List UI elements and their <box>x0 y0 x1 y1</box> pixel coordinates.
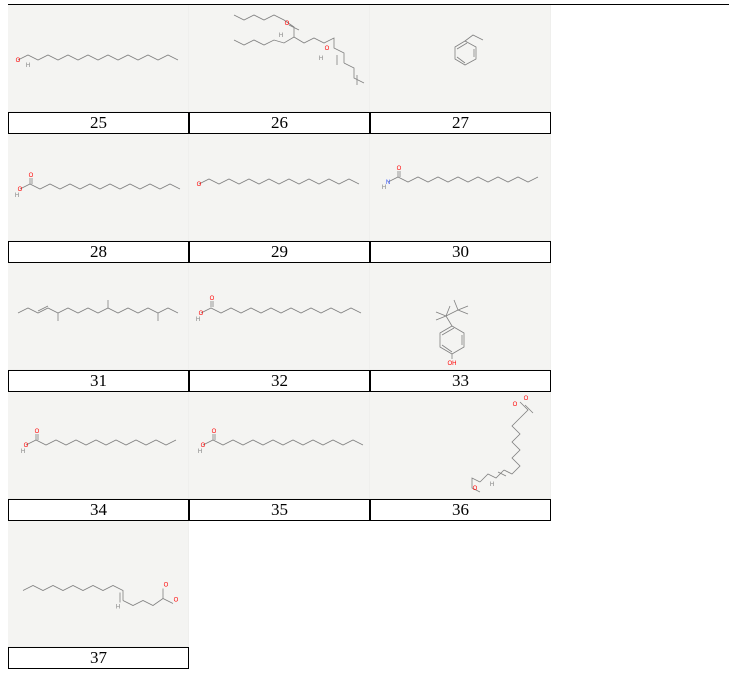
svg-text:H: H <box>15 193 19 199</box>
structure-grid: OH25OHOH2627OOH28O29NOH3031OOH32OH33OOH3… <box>8 4 729 669</box>
svg-text:O: O <box>174 597 179 603</box>
svg-text:O: O <box>197 182 202 188</box>
structure-number: 35 <box>189 499 370 521</box>
svg-text:O: O <box>325 46 330 52</box>
structure-image: OHOH <box>189 5 370 112</box>
svg-text:O: O <box>212 429 217 435</box>
grid-cell: OOH34 <box>8 392 189 521</box>
svg-text:O: O <box>513 402 518 408</box>
svg-text:O: O <box>29 173 34 179</box>
structure-image: OH <box>8 5 189 112</box>
svg-text:H: H <box>490 482 494 488</box>
grid-cell: N O H 30 <box>370 134 551 263</box>
svg-text:O: O <box>210 296 215 302</box>
svg-text:O: O <box>397 166 402 172</box>
grid-cell: OH 33 <box>370 263 551 392</box>
structure-image: OOH <box>8 134 189 241</box>
structure-number: 28 <box>8 241 189 263</box>
structure-number: 37 <box>8 647 189 669</box>
grid-cell: 27 <box>370 5 551 134</box>
svg-text:O: O <box>524 396 529 402</box>
grid-cell: OOH28 <box>8 134 189 263</box>
structure-number: 32 <box>189 370 370 392</box>
svg-text:H: H <box>198 449 202 455</box>
structure-number: 26 <box>189 112 370 134</box>
grid-cell: O 29 <box>189 134 370 263</box>
svg-text:OH: OH <box>448 361 457 367</box>
structure-image <box>370 5 551 112</box>
structure-image <box>8 263 189 370</box>
grid-cell: OOH35 <box>189 392 370 521</box>
structure-image: OH <box>370 263 551 370</box>
structure-image: OOH <box>189 392 370 499</box>
svg-text:H: H <box>279 33 283 39</box>
svg-text:O: O <box>16 58 21 64</box>
grid-cell: 31 <box>8 263 189 392</box>
grid-cell: OOH32 <box>189 263 370 392</box>
svg-text:H: H <box>382 185 386 191</box>
structure-number: 30 <box>370 241 551 263</box>
structure-number: 27 <box>370 112 551 134</box>
structure-image: N O H <box>370 134 551 241</box>
svg-text:H: H <box>26 63 30 69</box>
structure-number: 29 <box>189 241 370 263</box>
structure-image: O O H <box>8 521 189 647</box>
page-container: OH25OHOH2627OOH28O29NOH3031OOH32OH33OOH3… <box>0 0 737 673</box>
structure-number: 34 <box>8 499 189 521</box>
structure-image: O <box>189 134 370 241</box>
svg-text:O: O <box>164 582 169 588</box>
svg-text:O: O <box>35 429 40 435</box>
svg-text:H: H <box>21 449 25 455</box>
svg-text:H: H <box>196 317 200 323</box>
svg-text:H: H <box>319 56 323 62</box>
structure-number: 33 <box>370 370 551 392</box>
svg-text:O: O <box>473 486 478 492</box>
grid-cell: OOHO36 <box>370 392 551 521</box>
svg-text:H: H <box>116 604 120 610</box>
svg-text:O: O <box>285 21 290 27</box>
svg-text:N: N <box>386 180 390 186</box>
structure-image: OOH <box>189 263 370 370</box>
grid-cell: O O H 37 <box>8 521 189 669</box>
structure-image: OOHO <box>370 392 551 499</box>
grid-cell: OHOH26 <box>189 5 370 134</box>
structure-number: 31 <box>8 370 189 392</box>
structure-number: 36 <box>370 499 551 521</box>
structure-number: 25 <box>8 112 189 134</box>
grid-cell: OH25 <box>8 5 189 134</box>
structure-image: OOH <box>8 392 189 499</box>
